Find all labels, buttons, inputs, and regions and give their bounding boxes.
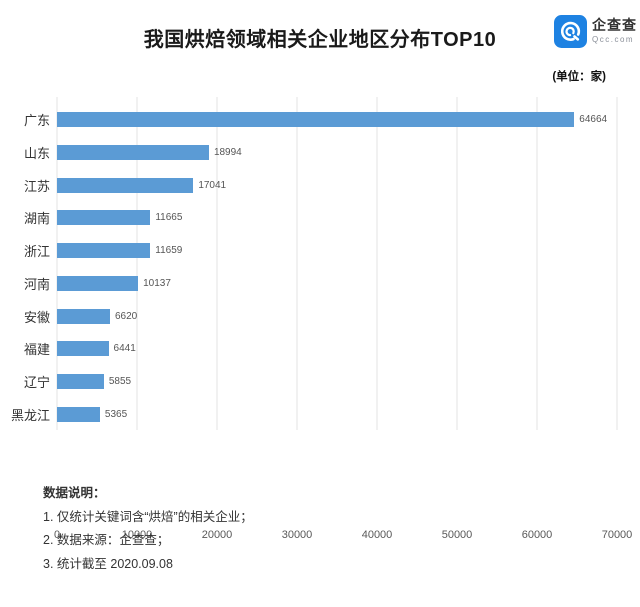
notes-heading: 数据说明：	[43, 486, 106, 500]
category-label: 湖南	[23, 211, 50, 227]
gridline	[296, 97, 298, 430]
x-tick-label: 0	[53, 529, 61, 541]
value-label: 11665	[155, 212, 183, 224]
category-label: 江苏	[23, 178, 50, 194]
bar-rows: 广东 64664 山东 18994 江苏 17041 湖南 11665 浙江 11659 河南 101…	[11, 97, 617, 430]
x-tick-label: 40000	[361, 529, 393, 541]
bar	[57, 374, 104, 390]
gridline	[56, 97, 58, 430]
bar	[57, 308, 110, 324]
value-label: 18994	[213, 146, 242, 158]
bar-chart: 广东 64664 山东 18994 江苏 17041 湖南 11665 浙江 11659 河南 101…	[0, 97, 640, 541]
category-label: 黑龙江	[10, 407, 50, 423]
bar-row: 黑龙江 5365	[11, 406, 617, 423]
qcc-brand-name: 企查查	[592, 17, 637, 34]
gridline	[216, 97, 218, 430]
x-tick-label: 60000	[521, 529, 553, 541]
category-label: 山东	[23, 145, 50, 161]
bar-row: 浙江 11659	[24, 243, 617, 259]
value-label: 6441	[113, 343, 136, 355]
category-label: 浙江	[23, 244, 50, 260]
x-axis: 0 10000 20000 30000 40000 50000 60000 70000	[53, 529, 632, 545]
notes-line: 3. 统计截至 2020.09.08	[43, 556, 173, 571]
bar-row: 广东 64664	[24, 112, 617, 128]
bar-row: 湖南 11665	[24, 210, 617, 226]
chart-title: 我国烘焙领域相关企业地区分布TOP10	[143, 29, 497, 51]
x-tick-label: 30000	[281, 529, 313, 541]
qcc-logo-icon	[554, 15, 587, 48]
qcc-domain: Qcc.com	[592, 34, 635, 44]
gridline	[616, 97, 618, 430]
gridline	[136, 97, 138, 430]
bar-row: 安徽 6620	[24, 308, 617, 325]
plot-area: 广东 64664 山东 18994 江苏 17041 湖南 11665 浙江 11659 河南 101…	[11, 97, 618, 430]
bar	[57, 243, 151, 259]
value-label: 6620	[114, 310, 138, 322]
data-notes: 数据说明： 1. 仅统计关键词含“烘焙”的相关企业； 2. 数据来源：企查查； 3.…	[43, 482, 253, 576]
unit-label: (单位：家)	[552, 71, 606, 83]
x-tick-label: 10000	[121, 529, 153, 541]
value-label: 10137	[143, 277, 171, 289]
value-label: 64664	[579, 114, 608, 125]
x-tick-label: 20000	[201, 529, 233, 541]
bar	[57, 406, 100, 422]
qcc-logo: 企查查 Qcc.com	[554, 15, 637, 48]
gridline	[376, 97, 378, 430]
bar	[57, 275, 139, 291]
bar	[57, 112, 575, 127]
value-label: 5855	[108, 376, 132, 388]
bar	[57, 341, 109, 357]
gridline	[536, 97, 538, 430]
category-label: 广东	[23, 113, 50, 128]
notes-line: 1. 仅统计关键词含“烘焙”的相关企业；	[43, 509, 253, 524]
value-label: 11659	[155, 245, 183, 257]
bar-row: 辽宁 5855	[24, 374, 617, 390]
qcc-logo-text: 企查查 Qcc.com	[592, 18, 637, 44]
gridline	[456, 97, 458, 430]
category-label: 河南	[23, 276, 50, 292]
x-tick-label: 70000	[601, 529, 633, 541]
category-label: 安徽	[23, 309, 50, 325]
value-label: 5365	[104, 408, 128, 420]
bar	[57, 177, 194, 193]
x-tick-label: 50000	[441, 529, 473, 541]
bar	[57, 144, 209, 160]
bar-row: 河南 10137	[24, 275, 617, 292]
category-label: 福建	[23, 342, 50, 358]
bar-row: 福建 6441	[24, 341, 617, 357]
category-label: 辽宁	[23, 375, 50, 391]
notes-line: 2. 数据来源：企查查；	[43, 533, 170, 547]
bar-row: 山东 18994	[24, 144, 617, 161]
bar	[57, 210, 151, 226]
bar-row: 江苏 17041	[24, 177, 617, 194]
value-label: 17041	[198, 179, 227, 191]
